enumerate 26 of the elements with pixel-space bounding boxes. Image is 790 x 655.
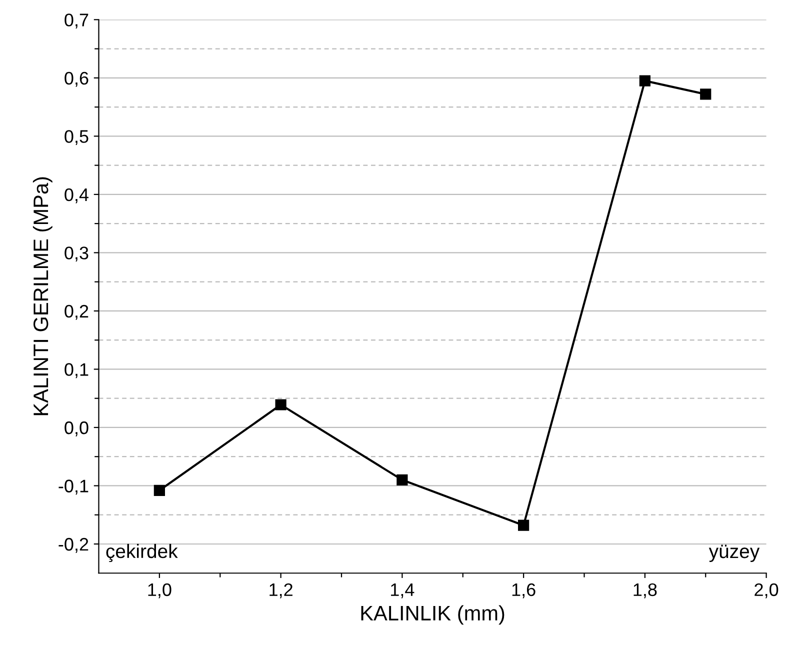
point — [700, 88, 712, 100]
point — [639, 75, 650, 86]
x-tick-label: 1,2 — [270, 583, 292, 598]
y-tick-label: 0,1 — [64, 363, 88, 378]
y-tick-label: 0,2 — [64, 304, 88, 320]
point — [396, 474, 408, 486]
x-tick-label: 2,0 — [754, 583, 778, 598]
y-tick-label: 0,7 — [64, 14, 88, 29]
y-tick-label: 0,3 — [64, 246, 88, 262]
x-tick-label: 1,4 — [391, 584, 414, 598]
y-tick-label: 0,4 — [64, 188, 88, 204]
y-tick-label: 0,0 — [64, 421, 88, 436]
point — [154, 484, 165, 496]
point — [518, 520, 530, 531]
annotation: çekirdek — [106, 544, 178, 562]
point — [275, 399, 286, 410]
annotation: yüzey — [708, 544, 760, 562]
x-axis-title: KALINLIK (mm) — [361, 605, 504, 625]
y-tick-label: 0,6 — [64, 72, 88, 87]
y-tick-label: -0,2 — [58, 538, 88, 553]
x-tick-label: 1,8 — [634, 583, 657, 598]
y-tick-label: -0,1 — [58, 480, 88, 495]
x-tick-label: 1,0 — [148, 583, 172, 598]
y-axis-title: KALINTI GERILME (MPa) — [32, 177, 52, 416]
y-tick-label: 0,5 — [64, 130, 88, 146]
x-tick-label: 1,6 — [512, 583, 536, 598]
